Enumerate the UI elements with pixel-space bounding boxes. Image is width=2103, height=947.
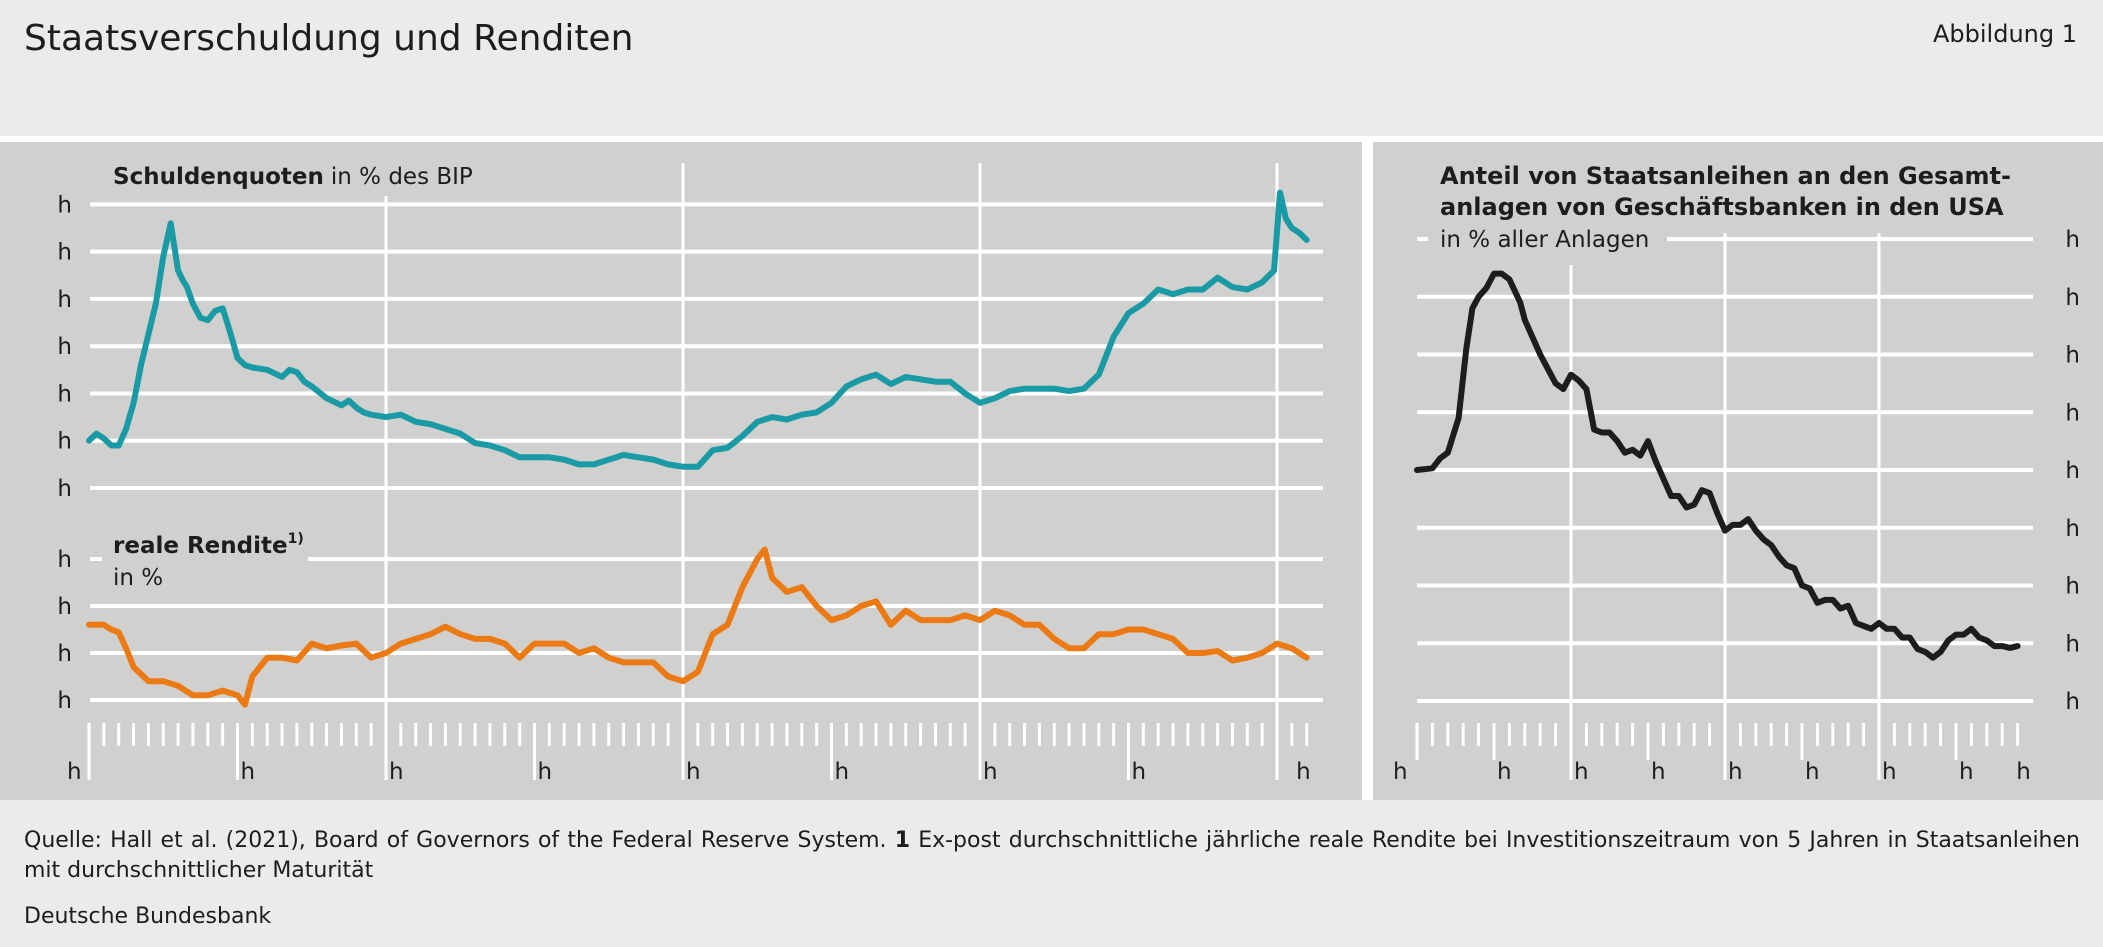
- debt-title-bold: Schuldenquoten: [113, 164, 324, 190]
- y-tick-label: h: [2065, 285, 2080, 311]
- real-yield-line: [86, 546, 1310, 708]
- right-grid: h h h h h h h h h h h h h h h h h h: [1393, 227, 2080, 785]
- debt-title-unit: in % des BIP: [331, 164, 473, 190]
- x-tick-label: h: [1805, 759, 1820, 785]
- organization: Deutsche Bundesbank: [24, 904, 272, 929]
- y-tick-label: h: [2065, 516, 2080, 542]
- x-tick-label: h: [1882, 759, 1897, 785]
- x-tick-label: h: [686, 759, 701, 785]
- panel-divider: [1362, 142, 1373, 800]
- x-tick-label: h: [67, 759, 82, 785]
- y-tick-label: h: [2065, 689, 2080, 715]
- y-tick-label: h: [2065, 574, 2080, 600]
- y-tick-label: h: [2065, 400, 2080, 426]
- x-tick-label: h: [835, 759, 850, 785]
- x-tick-label: h: [241, 759, 256, 785]
- y-tick-label: h: [2065, 227, 2080, 253]
- footnote-text: Ex-post durchschnittliche jährliche real…: [24, 828, 2080, 883]
- y-tick-label: h: [2065, 343, 2080, 369]
- x-tick-label: h: [1296, 759, 1311, 785]
- y-tick-label: h: [57, 688, 72, 714]
- banks-title-unit: in % aller Anlagen: [1440, 227, 1649, 253]
- y-tick-label: h: [57, 429, 72, 455]
- treasury-share-line: [1414, 270, 2021, 661]
- banks-title-line1: Anteil von Staatsanleihen an den Gesamt-: [1440, 162, 2011, 190]
- source-text: Quelle: Hall et al. (2021), Board of Gov…: [24, 828, 887, 853]
- y-tick-label: h: [57, 547, 72, 573]
- y-tick-label: h: [57, 381, 72, 407]
- x-tick-label: h: [1959, 759, 1974, 785]
- x-tick-label: h: [1497, 759, 1512, 785]
- x-tick-label: h: [983, 759, 998, 785]
- y-tick-label: h: [57, 192, 72, 218]
- x-tick-label: h: [1728, 759, 1743, 785]
- debt-ratio-line: [86, 189, 1310, 470]
- x-tick-label: h: [538, 759, 553, 785]
- x-tick-label: h: [1574, 759, 1589, 785]
- x-tick-label: h: [1132, 759, 1147, 785]
- page-title: Staatsverschuldung und Renditen: [24, 18, 634, 59]
- yield-chart-title: reale Rendite1): [113, 531, 304, 559]
- figure-label: Abbildung 1: [1932, 20, 2077, 48]
- divider: [0, 136, 2103, 142]
- y-tick-label: h: [57, 240, 72, 266]
- series-lines: [86, 189, 2021, 708]
- header: Staatsverschuldung und Renditen Abbildun…: [0, 0, 2103, 136]
- footer: Quelle: Hall et al. (2021), Board of Gov…: [0, 800, 2103, 947]
- x-tick-label: h: [2016, 759, 2031, 785]
- banks-title-line2: anlagen von Geschäftsbanken in den USA: [1440, 193, 2004, 221]
- y-tick-label: h: [57, 594, 72, 620]
- y-tick-label: h: [57, 287, 72, 313]
- debt-chart-title: Schuldenquoten in % des BIP: [113, 164, 473, 190]
- y-tick-label: h: [2065, 458, 2080, 484]
- y-tick-label: h: [57, 476, 72, 502]
- footnote-sup: 1): [288, 531, 304, 547]
- y-tick-label: h: [57, 641, 72, 667]
- yield-title-unit: in %: [113, 565, 163, 591]
- x-tick-label: h: [1651, 759, 1666, 785]
- footnote-number: 1: [894, 828, 911, 853]
- y-tick-label: h: [57, 334, 72, 360]
- y-tick-label: h: [2065, 631, 2080, 657]
- source-note: Quelle: Hall et al. (2021), Board of Gov…: [24, 826, 2080, 886]
- x-tick-label: h: [1393, 759, 1408, 785]
- yield-title-bold: reale Rendite: [113, 533, 288, 559]
- x-tick-label: h: [389, 759, 404, 785]
